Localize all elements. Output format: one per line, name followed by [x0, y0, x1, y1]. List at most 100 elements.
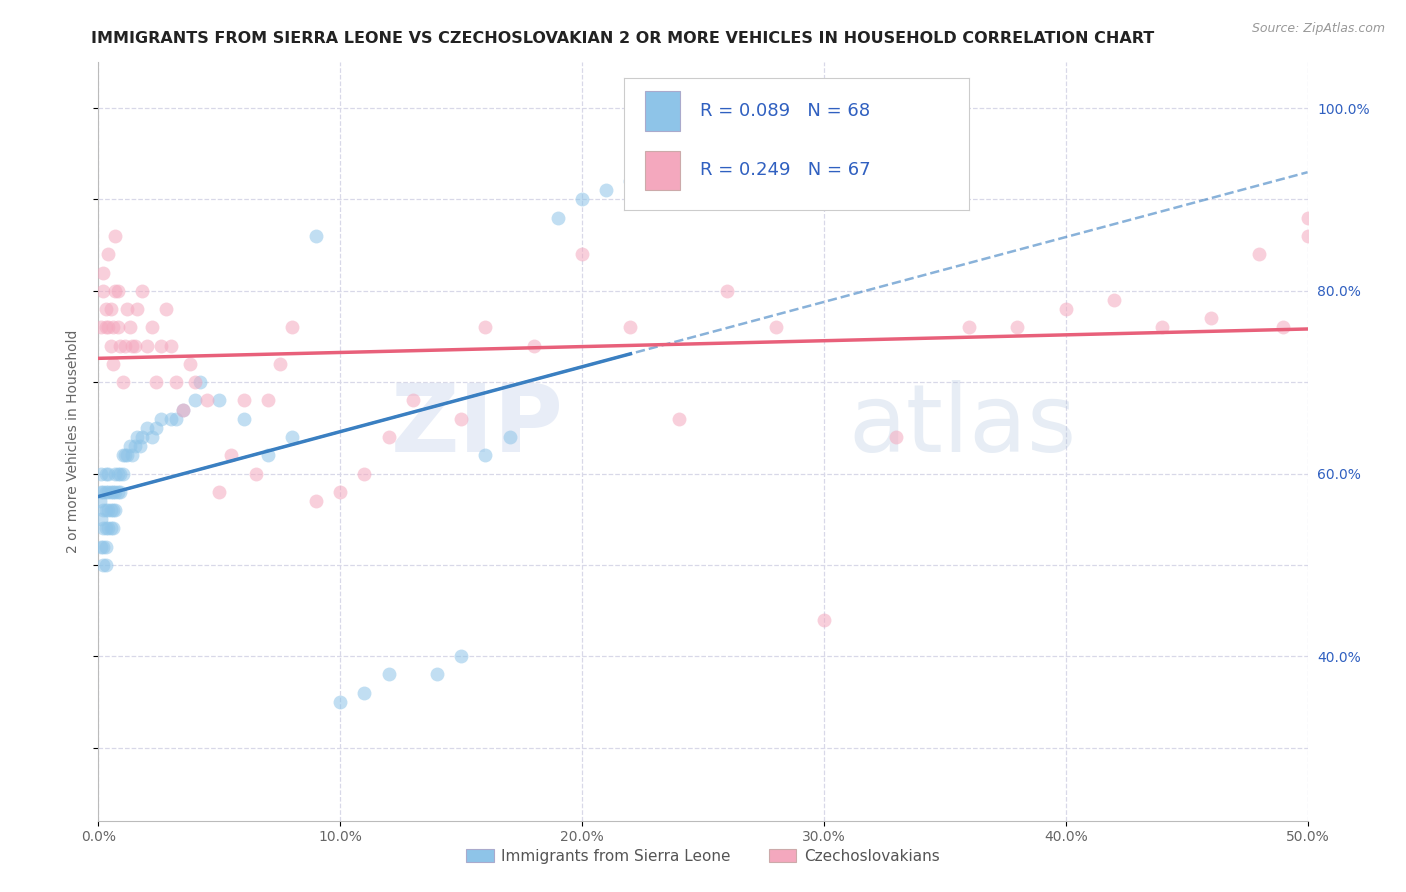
Point: [124, 439, 146, 453]
Point: [208, 393, 231, 408]
Point: [245, 467, 267, 481]
Point: [90, 540, 112, 554]
Text: Source: ZipAtlas.com: Source: ZipAtlas.com: [1251, 22, 1385, 36]
Point: [127, 302, 149, 317]
Point: [1007, 320, 1029, 334]
Point: [111, 375, 134, 389]
Point: [957, 320, 980, 334]
Point: [571, 193, 593, 207]
Point: [97, 320, 120, 334]
Point: [127, 430, 149, 444]
Point: [150, 338, 173, 352]
Point: [256, 448, 278, 462]
Point: [160, 338, 183, 352]
Point: [256, 393, 278, 408]
Point: [184, 393, 207, 408]
Point: [716, 284, 738, 298]
Point: [90, 467, 112, 481]
Point: [97, 484, 120, 499]
Point: [111, 448, 134, 462]
Point: [97, 521, 120, 535]
Point: [91, 284, 114, 298]
Point: [100, 338, 122, 352]
Point: [1296, 211, 1319, 225]
Point: [100, 302, 122, 317]
Point: [269, 357, 291, 371]
Point: [1249, 247, 1271, 261]
Point: [90, 484, 112, 499]
Point: [94, 302, 117, 317]
Point: [117, 448, 139, 462]
Point: [1152, 320, 1174, 334]
Point: [195, 393, 218, 408]
Point: [232, 393, 254, 408]
Point: [305, 494, 328, 508]
Point: [101, 357, 124, 371]
Point: [813, 613, 835, 627]
Point: [172, 402, 194, 417]
Point: [1272, 320, 1295, 334]
Point: [179, 357, 201, 371]
Point: [329, 484, 352, 499]
Point: [91, 521, 114, 535]
Text: IMMIGRANTS FROM SIERRA LEONE VS CZECHOSLOVAKIAN 2 OR MORE VEHICLES IN HOUSEHOLD : IMMIGRANTS FROM SIERRA LEONE VS CZECHOSL…: [91, 31, 1154, 46]
Point: [232, 411, 254, 425]
Point: [1296, 229, 1319, 244]
Point: [765, 320, 787, 334]
Point: [474, 320, 496, 334]
Point: [121, 338, 143, 352]
Point: [145, 421, 167, 435]
Point: [107, 320, 129, 334]
Point: [121, 448, 143, 462]
Point: [94, 503, 117, 517]
Point: [377, 667, 399, 681]
Point: [141, 320, 163, 334]
Point: [595, 183, 617, 197]
Point: [150, 411, 173, 425]
Point: [377, 430, 399, 444]
Point: [104, 467, 127, 481]
Point: [114, 448, 136, 462]
Point: [523, 338, 546, 352]
Point: [155, 302, 177, 317]
Point: [571, 247, 593, 261]
Point: [104, 484, 127, 499]
Text: atlas: atlas: [848, 380, 1077, 473]
Text: ZIP: ZIP: [391, 380, 564, 473]
Point: [94, 521, 117, 535]
Point: [145, 375, 167, 389]
Point: [91, 558, 114, 572]
Point: [450, 411, 472, 425]
Point: [172, 402, 194, 417]
Point: [100, 503, 122, 517]
Point: [101, 503, 124, 517]
Point: [450, 649, 472, 664]
Point: [426, 667, 449, 681]
Point: [114, 338, 136, 352]
Point: [104, 229, 127, 244]
Point: [100, 484, 122, 499]
Point: [118, 439, 141, 453]
Point: [108, 467, 131, 481]
Point: [107, 467, 129, 481]
Point: [94, 484, 117, 499]
Point: [108, 484, 131, 499]
Point: [101, 320, 124, 334]
Point: [353, 467, 375, 481]
Point: [184, 375, 207, 389]
Point: [94, 320, 117, 334]
Point: [353, 686, 375, 700]
Point: [91, 266, 114, 280]
Point: [221, 448, 243, 462]
Point: [208, 484, 231, 499]
Point: [97, 503, 120, 517]
Y-axis label: 2 or more Vehicles in Household: 2 or more Vehicles in Household: [66, 330, 80, 553]
Point: [94, 540, 117, 554]
Point: [111, 467, 134, 481]
Point: [141, 430, 163, 444]
Point: [281, 320, 304, 334]
Point: [281, 430, 304, 444]
Point: [90, 512, 112, 526]
Point: [160, 411, 183, 425]
Point: [547, 211, 569, 225]
